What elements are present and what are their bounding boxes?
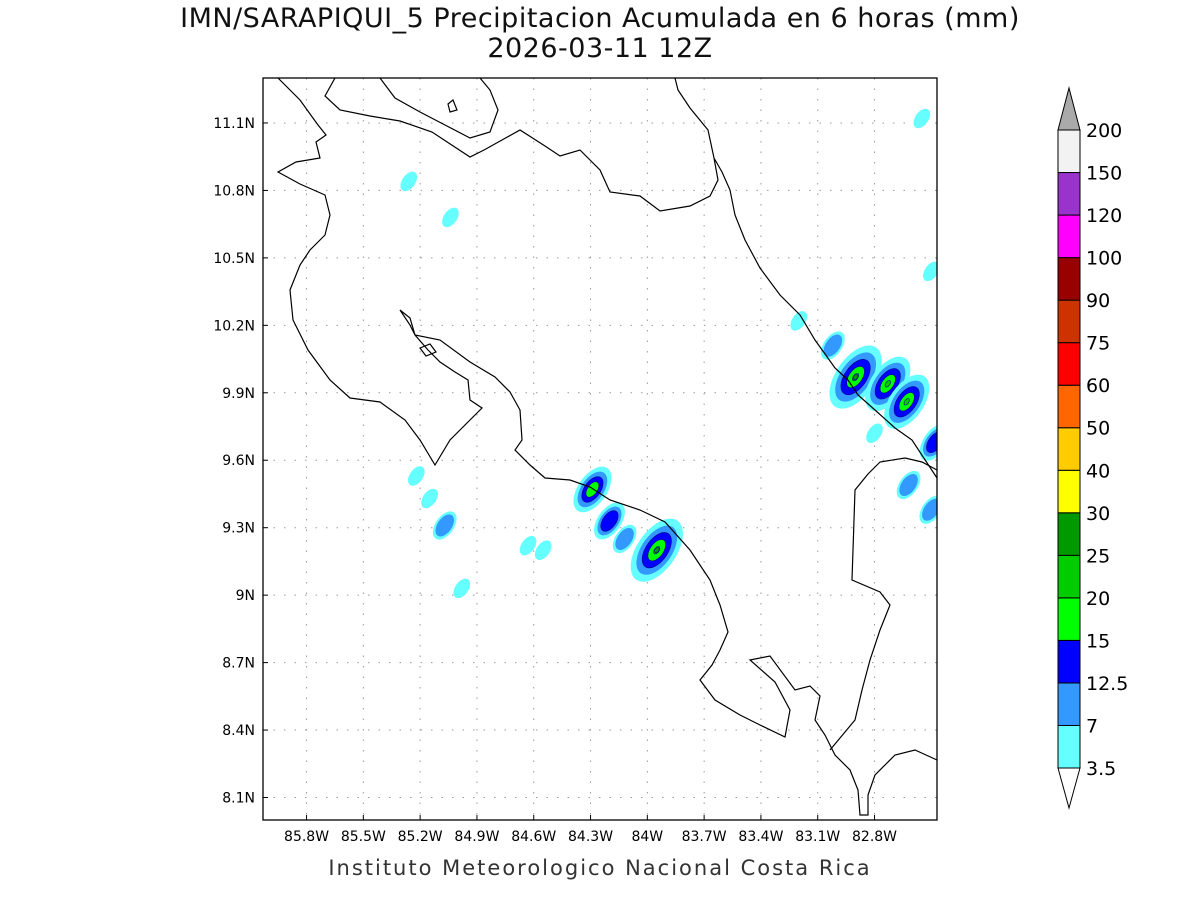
- gridlines: [263, 78, 937, 820]
- precip-cell: [519, 535, 537, 556]
- colorbar-swatch: [1057, 554, 1081, 599]
- precip-cell: [919, 423, 937, 461]
- colorbar-under-triangle: [1057, 767, 1081, 810]
- precip-cell: [432, 511, 457, 540]
- lon-tick-label: 84.6W: [511, 829, 556, 845]
- lat-tick-label: 10.2N: [213, 318, 255, 334]
- colorbar-label: 15: [1086, 630, 1110, 652]
- precip-cell: [421, 488, 438, 509]
- lon-tick-label: 83.1W: [795, 829, 840, 845]
- colorbar-label: 120: [1086, 205, 1122, 227]
- precip-cell: [630, 518, 683, 582]
- precip-cell: [866, 423, 883, 444]
- colorbar-swatch: [1057, 512, 1081, 556]
- lon-tick-label: 83.7W: [682, 829, 727, 845]
- map-frame: [262, 77, 938, 821]
- colorbar-swatch: [1057, 129, 1081, 174]
- precip-cell: [923, 261, 937, 282]
- precip-cell: [594, 502, 625, 540]
- precip-cell: [829, 345, 882, 409]
- precip-cell: [408, 466, 425, 486]
- lon-tick-label: 84W: [631, 829, 663, 845]
- lat-tick-label: 8.4N: [222, 723, 255, 739]
- colorbar-swatch: [1057, 214, 1081, 259]
- panama-border: [829, 457, 937, 751]
- colorbar-label: 25: [1086, 545, 1110, 567]
- latitude-axis: 11.1N 10.8N 10.5N 10.2N 9.9N 9.6N 9.3N 9N 8.7N 8.…: [213, 116, 268, 807]
- colorbar-label: 30: [1086, 503, 1110, 525]
- lon-tick-label: 83.4W: [738, 829, 783, 845]
- precip-cell: [400, 171, 418, 192]
- lat-tick-label: 9.3N: [222, 521, 255, 537]
- precip-layer: [400, 108, 937, 599]
- lat-tick-label: 9N: [236, 588, 255, 604]
- colorbar-swatch: [1057, 469, 1081, 514]
- colorbar-swatch: [1057, 299, 1081, 344]
- colorbar-label: 50: [1086, 418, 1110, 440]
- lat-tick-label: 11.1N: [213, 116, 255, 132]
- colorbar-swatch: [1057, 682, 1081, 726]
- colorbar-over-triangle: [1057, 86, 1081, 131]
- lon-tick-label: 85.2W: [398, 829, 443, 845]
- colorbar-label: 12.5: [1086, 673, 1128, 695]
- colorbar-label: 150: [1086, 163, 1122, 185]
- lon-tick-label: 85.5W: [341, 829, 386, 845]
- longitude-axis: 85.8W 85.5W 85.2W 84.9W 84.6W 84.3W 84W 83.7W 83…: [284, 815, 897, 845]
- gulf-island: [419, 343, 437, 357]
- precip-cell: [913, 108, 931, 129]
- lat-tick-label: 9.6N: [222, 453, 255, 469]
- precip-cell: [919, 495, 937, 524]
- colorbar-swatch: [1057, 257, 1081, 301]
- lat-tick-label: 8.1N: [222, 791, 255, 807]
- colorbar-label: 200: [1086, 120, 1122, 142]
- map-title: IMN/SARAPIQUI_5 Precipitacion Acumulada …: [180, 3, 1020, 34]
- colorbar-label: 100: [1086, 248, 1122, 270]
- colorbar-swatch: [1057, 427, 1081, 471]
- precip-cell: [790, 311, 808, 331]
- precip-cell: [573, 466, 612, 513]
- colorbar-swatch: [1057, 724, 1081, 769]
- lon-tick-label: 84.3W: [568, 829, 613, 845]
- precip-cell: [884, 374, 930, 429]
- lat-tick-label: 8.7N: [222, 656, 255, 672]
- precip-cell: [612, 524, 637, 554]
- precip-cell: [442, 207, 459, 228]
- colorbar-swatch: [1057, 597, 1081, 641]
- colorbar-label: 20: [1086, 588, 1110, 610]
- footer-credit: Instituto Meteorologico Nacional Costa R…: [328, 856, 872, 880]
- map-subtitle-date: 2026-03-11 12Z: [487, 33, 713, 64]
- colorbar-label: 60: [1086, 375, 1110, 397]
- colorbar-swatch: [1057, 384, 1081, 429]
- lon-tick-label: 82.8W: [852, 829, 897, 845]
- colorbar-label: 75: [1086, 333, 1110, 355]
- lon-tick-label: 85.8W: [284, 829, 329, 845]
- precip-cell: [896, 470, 921, 500]
- colorbar: 3.5 7 12.5 15 20 25 30 40 50 60 75 90 100 120 150 200: [1057, 86, 1128, 810]
- lat-tick-label: 10.5N: [213, 251, 255, 267]
- lat-tick-label: 10.8N: [213, 183, 255, 199]
- precip-cell: [820, 331, 845, 360]
- coastlines: [276, 78, 937, 816]
- colorbar-label: 90: [1086, 290, 1110, 312]
- colorbar-swatch: [1057, 172, 1081, 216]
- precip-cell: [865, 356, 911, 411]
- lat-tick-label: 9.9N: [222, 386, 255, 402]
- colorbar-swatch: [1057, 639, 1081, 684]
- colorbar-label: 7: [1086, 715, 1098, 737]
- colorbar-swatch: [1057, 342, 1081, 386]
- small-island: [447, 99, 458, 113]
- colorbar-label: 3.5: [1086, 758, 1116, 780]
- caribbean-coastline: [324, 78, 937, 479]
- pacific-coastline: [276, 78, 937, 816]
- precip-cell: [453, 578, 471, 599]
- nicaragua-border: [674, 78, 715, 159]
- precip-cell: [534, 540, 552, 560]
- north-bay: [379, 78, 499, 139]
- colorbar-label: 40: [1086, 460, 1110, 482]
- lon-tick-label: 84.9W: [454, 829, 499, 845]
